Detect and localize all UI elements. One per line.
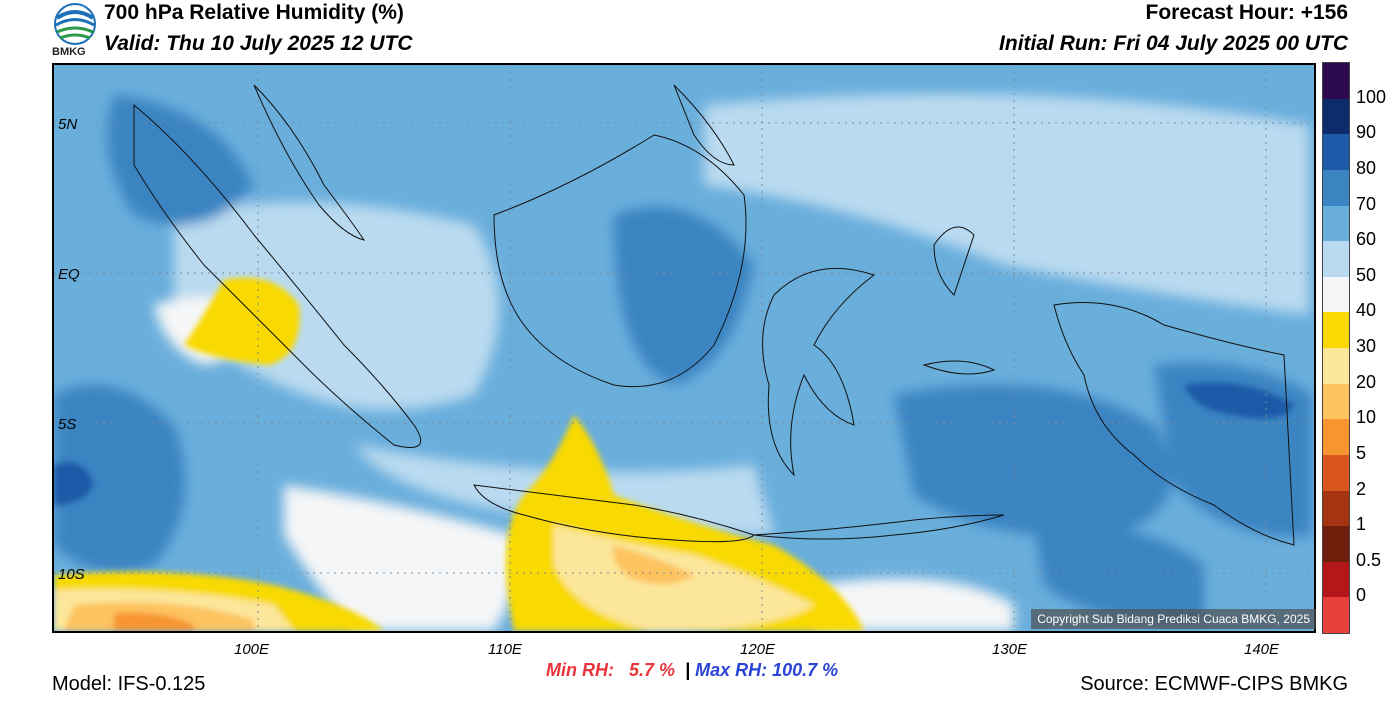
coastlines: [133, 84, 1295, 546]
lat-label-5n: 5N: [58, 116, 77, 133]
colorbar-segment: [1323, 134, 1349, 170]
colorbar-segment: [1323, 490, 1349, 527]
colorbar-segment: [1323, 241, 1349, 277]
colorbar-segment: [1323, 169, 1349, 206]
forecast-hour: Forecast Hour: +156: [1145, 1, 1349, 24]
colorbar-label: 5: [1356, 442, 1367, 463]
malay-peninsula-coast: [253, 84, 366, 241]
lon-label-130e: 130E: [992, 641, 1028, 658]
colorbar-segment: [1323, 419, 1349, 455]
colorbar-label: 2: [1356, 478, 1367, 499]
model-label: Model: IFS-0.125: [52, 673, 206, 695]
java-coast: [473, 484, 755, 543]
colorbar-segment: [1323, 63, 1349, 99]
lon-label-100e: 100E: [234, 641, 270, 658]
valid-time: Valid: Thu 10 July 2025 12 UTC: [104, 32, 413, 55]
colorbar-segment: [1323, 454, 1349, 491]
colorbar-segment: [1323, 205, 1349, 242]
bmkg-logo: [52, 2, 98, 58]
colorbar-label: 40: [1356, 300, 1377, 321]
colorbar: [1322, 62, 1350, 634]
min-rh-value: 5.7 %: [629, 660, 676, 680]
colorbar-label: 70: [1356, 193, 1377, 214]
lat-label-eq: EQ: [58, 266, 80, 283]
graticule: [54, 65, 1314, 631]
lon-label-140e: 140E: [1244, 641, 1280, 658]
colorbar-segment: [1323, 276, 1349, 313]
colorbar-segment: [1323, 561, 1349, 598]
colorbar-label: 20: [1356, 371, 1377, 392]
colorbar-segment: [1323, 597, 1349, 633]
seram-coast: [922, 360, 996, 375]
colorbar-label: 60: [1356, 229, 1377, 250]
initial-run: Initial Run: Fri 04 July 2025 00 UTC: [999, 32, 1348, 55]
lon-label-120e: 120E: [740, 641, 776, 658]
chart-title: 700 hPa Relative Humidity (%): [104, 1, 404, 24]
min-rh-label: Min RH:: [546, 660, 614, 680]
colorbar-segment: [1323, 526, 1349, 562]
borneo-coast: [493, 134, 747, 388]
logo-text: BMKG: [52, 46, 86, 58]
colorbar-label: 30: [1356, 336, 1377, 356]
colorbar-label: 0.5: [1356, 549, 1382, 570]
max-rh: Max RH: 100.7 %: [695, 660, 839, 680]
map-canvas: 5N EQ 5S 10S: [54, 65, 1314, 631]
colorbar-label: 80: [1356, 157, 1377, 178]
colorbar-segment: [1323, 348, 1349, 384]
colorbar-segment: [1323, 312, 1349, 348]
humidity-map[interactable]: 5N EQ 5S 10S: [52, 63, 1316, 633]
halmahera-coast: [933, 226, 975, 296]
new-guinea-coast: [1053, 302, 1295, 546]
rh-field-extremes: [54, 277, 1294, 631]
nusa-tenggara-coast: [753, 514, 1005, 540]
source-label: Source: ECMWF-CIPS BMKG: [1080, 673, 1348, 695]
colorbar-segment: [1323, 383, 1349, 420]
colorbar-label: 10: [1356, 407, 1377, 428]
lon-label-110e: 110E: [488, 641, 522, 658]
stats-separator: |: [685, 660, 691, 680]
colorbar-segment: [1323, 98, 1349, 135]
copyright-notice: Copyright Sub Bidang Prediksi Cuaca BMKG…: [1031, 609, 1316, 629]
colorbar-label: 100: [1356, 86, 1387, 107]
rh-stats: Min RH: 5.7 % | Max RH: 100.7 %: [546, 660, 838, 681]
colorbar-label: 50: [1356, 264, 1377, 285]
lat-label-5s: 5S: [58, 416, 76, 433]
sulawesi-coast: [762, 267, 876, 477]
sumatra-coast: [133, 103, 422, 448]
colorbar-label: 1: [1356, 514, 1367, 535]
philippines-coast: [673, 84, 735, 166]
lat-label-10s: 10S: [58, 566, 85, 583]
colorbar-label: 90: [1356, 122, 1377, 143]
colorbar-label: 0: [1356, 585, 1367, 606]
